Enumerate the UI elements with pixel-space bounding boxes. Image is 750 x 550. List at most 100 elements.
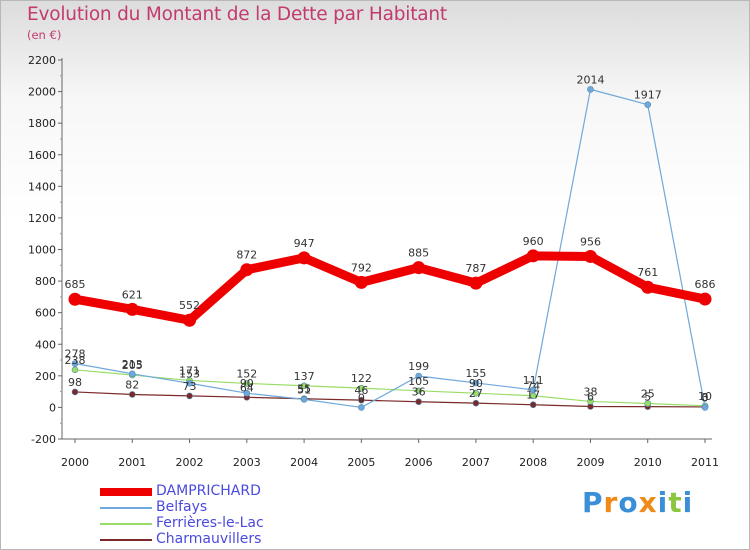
x-tick-label: 2004 (290, 456, 318, 469)
series-point-2 (587, 398, 594, 405)
series-point-3 (358, 396, 365, 404)
data-label-2: 25 (641, 387, 655, 400)
data-label-3: 3 (702, 391, 709, 404)
data-label-1: 0 (358, 391, 365, 404)
series-point-3 (472, 399, 480, 407)
series-point-1 (415, 372, 422, 380)
y-tick-label: -200 (31, 433, 56, 446)
data-label-3: 64 (240, 381, 254, 394)
data-label-1: 90 (240, 377, 254, 390)
logo-letter: r (603, 486, 619, 519)
data-label-2: 10 (698, 390, 712, 403)
series-point-2 (358, 384, 365, 392)
series-point-0 (183, 313, 197, 327)
x-tick-label: 2007 (462, 456, 490, 469)
data-label-2: 122 (351, 372, 372, 385)
legend-label: Belfays (156, 499, 208, 515)
data-label-1: 51 (297, 383, 311, 396)
series-point-0 (354, 275, 368, 289)
x-tick-label: 2009 (576, 456, 604, 469)
data-label-3: 98 (68, 376, 82, 389)
series-point-2 (415, 387, 422, 395)
data-label-2: 171 (179, 364, 200, 377)
x-tick-label: 2006 (405, 456, 433, 469)
x-tick-label: 2000 (61, 456, 89, 469)
series-point-0 (526, 249, 540, 263)
data-label-2: 238 (65, 354, 86, 367)
logo-letter: i (682, 486, 694, 519)
data-label-1: 0 (702, 391, 709, 404)
data-label-0: 552 (179, 299, 200, 312)
legend-swatch (100, 523, 152, 525)
y-tick-label: 200 (35, 370, 56, 383)
data-label-3: 82 (125, 378, 139, 391)
series-line-2 (74, 369, 706, 407)
series-point-0 (240, 263, 254, 277)
data-label-3: 73 (183, 380, 197, 393)
legend-swatch (100, 507, 152, 509)
logo-letter: x (638, 486, 658, 519)
data-label-2: 137 (294, 370, 315, 383)
legend-label: DAMPRICHARD (156, 483, 261, 499)
data-label-3: 36 (412, 386, 426, 399)
series-point-0 (297, 251, 311, 265)
series-point-2 (71, 366, 79, 374)
series-point-1 (128, 370, 136, 378)
series-point-1 (186, 379, 193, 387)
logo-letter: P (582, 486, 604, 519)
x-tick-label: 2011 (691, 456, 719, 469)
data-label-0: 947 (294, 237, 315, 250)
data-label-0: 621 (122, 288, 143, 301)
y-tick-label: 400 (35, 338, 56, 351)
x-tick-label: 2003 (233, 456, 261, 469)
chart-title: Evolution du Montant de la Dette par Hab… (27, 4, 447, 25)
data-label-2: 74 (526, 380, 540, 393)
series-point-2 (300, 382, 308, 390)
data-label-3: 55 (297, 383, 311, 396)
y-tick-label: 2000 (28, 86, 56, 99)
series-point-2 (644, 400, 652, 407)
y-tick-label: 1800 (28, 117, 56, 130)
data-label-0: 685 (65, 278, 86, 291)
data-label-0: 885 (408, 247, 429, 260)
data-label-3: 6 (587, 390, 594, 403)
legend-label: Ferrières-le-Lac (156, 515, 264, 531)
y-tick-label: 2200 (28, 54, 56, 67)
y-tick-label: 1400 (28, 180, 56, 193)
y-tick-label: 1200 (28, 212, 56, 225)
data-label-0: 956 (580, 235, 601, 248)
data-label-2: 105 (408, 375, 429, 388)
data-label-0: 787 (465, 262, 486, 275)
legend-label: Charmauvillers (156, 531, 262, 547)
series-point-1 (300, 396, 308, 403)
data-label-1: 1917 (634, 89, 662, 102)
data-label-2: 152 (236, 367, 257, 380)
logo-letter: o (618, 486, 639, 519)
series-point-3 (186, 392, 193, 400)
data-label-3: 27 (469, 387, 483, 400)
data-label-1: 111 (523, 374, 544, 387)
series-point-0 (68, 292, 82, 306)
line-chart: -200 0 200 400 6 0 0 800 1000 1200 1400 1600 1800 200… (28, 54, 719, 469)
series-point-1 (472, 379, 480, 387)
proxiti-logo: Proxiti (582, 486, 693, 519)
series-point-1 (529, 386, 537, 394)
legend-swatch (100, 488, 152, 496)
y-tick-label: 800 (35, 275, 56, 288)
series-point-3 (415, 398, 422, 406)
data-label-0: 872 (236, 249, 257, 262)
x-tick-label: 2010 (634, 456, 662, 469)
y-tick-label: 0 (49, 401, 56, 414)
x-tick-label: 2008 (519, 456, 547, 469)
data-label-3: 46 (354, 384, 368, 397)
data-label-1: 153 (179, 367, 200, 380)
data-label-0: 686 (695, 278, 716, 291)
y-tick-label: 1600 (28, 149, 56, 162)
series-point-1 (587, 86, 594, 93)
data-label-0: 792 (351, 261, 372, 274)
data-label-1: 155 (465, 367, 486, 380)
logo-letter: i (657, 486, 669, 519)
x-tick-label: 2005 (347, 456, 375, 469)
y-tick-label: 1000 (28, 244, 56, 257)
series-point-1 (243, 389, 251, 397)
